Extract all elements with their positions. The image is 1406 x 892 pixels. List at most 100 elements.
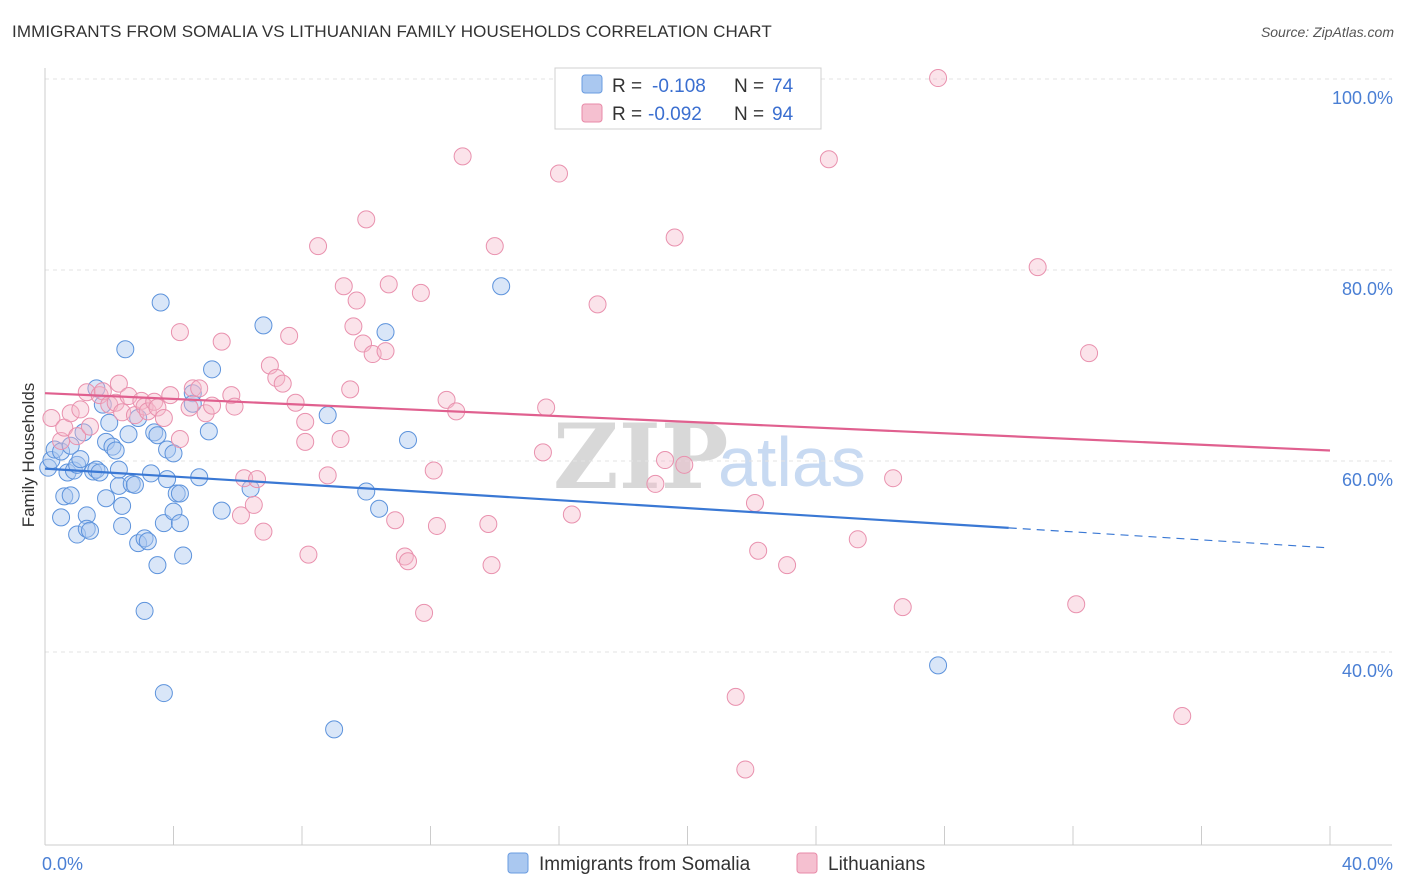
lithuanians-point-73 xyxy=(550,164,568,183)
somalia-point-39 xyxy=(138,532,157,551)
legend-n-label-somalia: N = xyxy=(734,76,764,97)
source-label: Source: ZipAtlas.com xyxy=(1260,24,1394,40)
lithuanians-point-88 xyxy=(893,598,912,617)
legend-n-value-somalia: 74 xyxy=(772,76,794,97)
somalia-point-38 xyxy=(135,601,154,620)
somalia-point-37 xyxy=(135,529,154,548)
lithuanians-point-62 xyxy=(415,603,434,622)
lithuanians-point-46 xyxy=(309,237,328,256)
y-tick-label-60: 60.0% xyxy=(1342,470,1393,490)
lithuanians-point-34 xyxy=(235,469,254,488)
lithuanians-point-50 xyxy=(341,380,360,399)
lithuanians-point-75 xyxy=(588,295,607,314)
watermark-atlas: atlas xyxy=(718,423,866,501)
trend-line-somalia xyxy=(44,467,1009,529)
chart-title: IMMIGRANTS FROM SOMALIA VS LITHUANIAN FA… xyxy=(12,22,772,41)
lithuanians-point-81 xyxy=(736,760,755,779)
somalia-point-46 xyxy=(154,684,173,703)
lithuanians-point-67 xyxy=(453,147,472,166)
lithuanians-point-43 xyxy=(296,432,315,451)
legend-r-label-somalia: R = xyxy=(612,76,642,97)
lithuanians-point-82 xyxy=(745,494,764,513)
lithuanians-point-79 xyxy=(675,455,694,474)
lithuanians-point-0 xyxy=(42,409,61,428)
gridlines xyxy=(45,78,1392,653)
lithuanians-point-49 xyxy=(334,277,353,296)
lithuanians-point-30 xyxy=(212,332,231,351)
x-tick-label-min: 0.0% xyxy=(42,854,83,874)
somalia-point-29 xyxy=(113,496,132,515)
legend-r-value-somalia: -0.108 xyxy=(652,76,706,97)
y-axis-title: Family Households xyxy=(19,383,38,528)
lithuanians-point-89 xyxy=(929,69,948,88)
somalia-point-31 xyxy=(116,340,135,359)
somalia-point-60 xyxy=(212,501,231,520)
lithuanians-point-37 xyxy=(254,522,273,541)
lithuanians-point-85 xyxy=(819,150,838,169)
somalia-point-3 xyxy=(52,442,71,461)
y-tick-label-80: 80.0% xyxy=(1342,279,1393,299)
lithuanians-point-4 xyxy=(68,427,87,446)
trend-line-lithuanians xyxy=(44,392,1331,452)
somalia-point-23 xyxy=(97,489,116,508)
lithuanians-point-92 xyxy=(1080,344,1099,363)
somalia-point-42 xyxy=(148,426,167,445)
lithuanians-point-48 xyxy=(331,430,350,449)
y-tick-label-40: 40.0% xyxy=(1342,661,1393,681)
somalia-point-45 xyxy=(154,514,173,533)
lithuanians-point-21 xyxy=(154,409,173,428)
somalia-point-55 xyxy=(183,384,202,403)
somalia-point-40 xyxy=(142,464,161,483)
trend-line-somalia-projection xyxy=(1008,527,1331,549)
somalia-point-63 xyxy=(318,406,337,425)
lithuanians-point-87 xyxy=(884,469,903,488)
lithuanians-point-40 xyxy=(273,374,292,393)
somalia-point-12 xyxy=(71,450,90,469)
somalia-point-44 xyxy=(151,293,170,312)
somalia-point-65 xyxy=(357,482,376,501)
somalia-point-14 xyxy=(77,506,96,525)
somalia-point-52 xyxy=(170,484,189,503)
somalia-point-26 xyxy=(106,441,125,460)
bottom-legend-label-lithuanians: Lithuanians xyxy=(828,854,925,875)
lithuanians-point-76 xyxy=(646,474,665,493)
somalia-point-30 xyxy=(113,516,132,535)
lithuanians-point-93 xyxy=(1173,706,1192,725)
lithuanians-point-45 xyxy=(299,545,318,564)
lithuanians-point-28 xyxy=(196,404,215,423)
lithuanians-point-44 xyxy=(296,412,315,431)
lithuanians-point-18 xyxy=(138,402,157,421)
somalia-point-6 xyxy=(58,463,77,482)
somalia-point-67 xyxy=(376,323,395,342)
somalia-point-34 xyxy=(125,475,144,494)
lithuanians-point-78 xyxy=(665,228,684,247)
somalia-point-8 xyxy=(61,486,80,505)
lithuanians-point-35 xyxy=(244,495,263,514)
lithuanians-point-65 xyxy=(437,390,456,409)
bottom-legend-swatch-lithuanians xyxy=(796,852,818,874)
lithuanians-point-63 xyxy=(424,461,443,480)
legend-r-value-lithuanians: -0.092 xyxy=(648,104,702,125)
lithuanians-point-71 xyxy=(533,443,552,462)
lithuanians-point-25 xyxy=(180,398,199,417)
lithuanians-point-69 xyxy=(482,556,501,575)
lithuanians-point-54 xyxy=(357,210,376,229)
lithuanians-point-57 xyxy=(379,275,398,294)
series-somalia-points xyxy=(39,277,948,739)
somalia-point-59 xyxy=(203,360,222,379)
lithuanians-point-83 xyxy=(749,541,768,560)
bottom-legend: Immigrants from Somalia Lithuanians xyxy=(507,852,925,875)
lithuanians-point-58 xyxy=(386,511,405,530)
lithuanians-point-52 xyxy=(347,291,366,310)
somalia-point-32 xyxy=(119,425,138,444)
somalia-point-69 xyxy=(492,277,511,296)
somalia-point-70 xyxy=(929,656,948,675)
lithuanians-point-72 xyxy=(537,398,556,417)
series-lithuanians-points xyxy=(42,69,1192,779)
somalia-point-50 xyxy=(164,502,183,521)
somalia-point-66 xyxy=(370,499,389,518)
lithuanians-point-64 xyxy=(427,516,446,535)
somalia-point-11 xyxy=(68,455,87,474)
lithuanians-point-24 xyxy=(170,323,189,342)
somalia-point-4 xyxy=(52,508,71,527)
